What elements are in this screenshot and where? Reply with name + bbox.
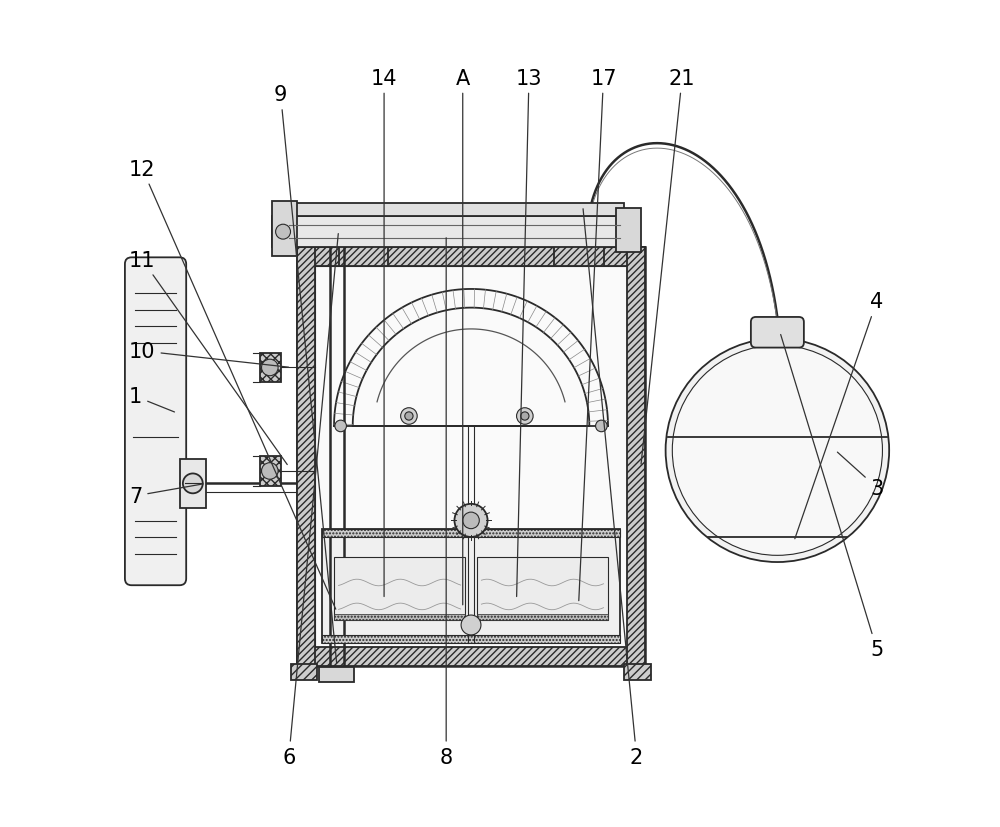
Circle shape — [405, 413, 413, 421]
Bar — [180, 459, 206, 509]
Circle shape — [521, 413, 529, 421]
Circle shape — [596, 421, 607, 433]
Circle shape — [672, 346, 882, 556]
Bar — [322, 529, 620, 643]
Bar — [272, 202, 297, 256]
Bar — [297, 248, 645, 266]
Bar — [297, 648, 645, 666]
Bar — [477, 557, 608, 620]
Bar — [477, 614, 608, 620]
Text: 5: 5 — [781, 335, 883, 659]
Circle shape — [401, 409, 417, 425]
Text: 9: 9 — [274, 85, 337, 663]
Text: 3: 3 — [837, 452, 883, 498]
Text: 4: 4 — [795, 292, 883, 539]
Text: 17: 17 — [579, 69, 617, 601]
Circle shape — [461, 615, 481, 635]
FancyBboxPatch shape — [751, 318, 804, 348]
Bar — [297, 248, 315, 666]
Text: 2: 2 — [583, 209, 643, 767]
Bar — [554, 230, 604, 266]
Circle shape — [517, 409, 533, 425]
Circle shape — [454, 504, 488, 538]
Bar — [319, 667, 354, 682]
Bar — [291, 664, 317, 681]
Bar — [624, 664, 651, 681]
FancyBboxPatch shape — [125, 258, 186, 586]
Bar — [260, 457, 281, 486]
Text: 21: 21 — [641, 69, 695, 465]
Circle shape — [183, 474, 203, 494]
Bar — [627, 248, 645, 666]
Bar — [315, 266, 627, 648]
Bar — [322, 635, 620, 643]
Text: 1: 1 — [129, 387, 174, 413]
Text: 7: 7 — [129, 485, 203, 506]
Text: 6: 6 — [282, 234, 338, 767]
Text: A: A — [456, 69, 470, 605]
Text: 8: 8 — [440, 238, 453, 767]
Bar — [616, 208, 641, 252]
Bar — [339, 230, 388, 266]
Bar — [260, 353, 281, 383]
Circle shape — [262, 463, 278, 480]
Circle shape — [262, 360, 278, 376]
Bar — [322, 529, 620, 538]
Text: 14: 14 — [371, 69, 397, 597]
Bar — [297, 248, 645, 666]
Bar — [272, 217, 637, 248]
Bar — [334, 614, 465, 620]
Text: 11: 11 — [129, 251, 287, 465]
Text: 10: 10 — [129, 342, 289, 368]
Circle shape — [463, 513, 479, 529]
Bar — [334, 557, 465, 620]
Text: 13: 13 — [516, 69, 542, 597]
Circle shape — [335, 421, 346, 433]
Circle shape — [276, 225, 291, 240]
Text: 12: 12 — [129, 160, 336, 609]
Circle shape — [666, 339, 889, 562]
Bar — [285, 203, 624, 217]
